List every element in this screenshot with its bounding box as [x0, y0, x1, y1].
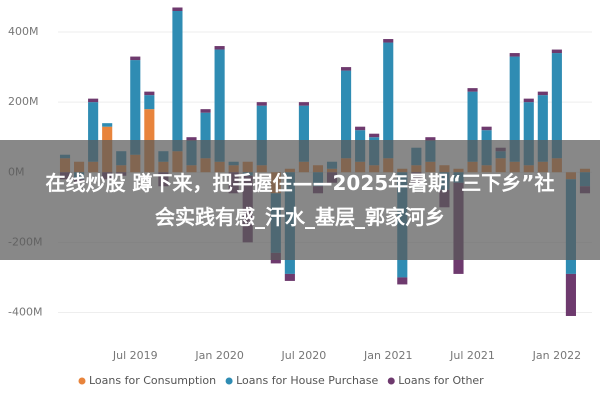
bar-segment: [369, 133, 380, 138]
bar-segment: [256, 105, 267, 166]
bar-segment: [341, 70, 352, 159]
bar-segment: [523, 102, 534, 166]
bar-segment: [467, 91, 478, 162]
bar-segment: [214, 49, 225, 162]
legend-marker: [225, 377, 233, 385]
legend-marker: [387, 377, 395, 385]
bar-segment: [298, 105, 309, 162]
x-tick-label: Jul 2019: [112, 349, 158, 362]
bar-segment: [355, 126, 366, 131]
bar-segment: [186, 137, 197, 141]
bar-segment: [298, 102, 309, 106]
bar-segment: [425, 137, 436, 141]
bar-segment: [144, 95, 155, 110]
bar-segment: [102, 123, 113, 127]
legend-marker: [78, 377, 86, 385]
bar-segment: [537, 95, 548, 162]
banner: 在线炒股 蹲下来，把手握住——2025年暑期“三下乡”社会实践有感_汗水_基层_…: [0, 140, 600, 260]
bar-segment: [284, 273, 295, 281]
bar-segment: [565, 273, 576, 316]
x-tick-label: Jan 2020: [194, 349, 243, 362]
legend-label: Loans for House Purchase: [236, 374, 378, 387]
bar-segment: [537, 91, 548, 96]
bar-segment: [341, 67, 352, 71]
bar-segment: [214, 46, 225, 50]
bar-segment: [467, 88, 478, 92]
x-tick-label: Jan 2022: [532, 349, 581, 362]
x-tick-label: Jul 2021: [449, 349, 495, 362]
bar-segment: [200, 112, 211, 159]
bar-segment: [397, 277, 408, 285]
bar-segment: [130, 60, 141, 155]
bar-segment: [200, 109, 211, 113]
bar-segment: [383, 39, 394, 43]
legend-label: Loans for Consumption: [89, 374, 216, 387]
y-tick-label: -400M: [8, 305, 42, 318]
bar-segment: [551, 49, 562, 54]
bar-segment: [551, 53, 562, 159]
bar-segment: [172, 7, 183, 11]
bar-segment: [130, 56, 141, 61]
bar-segment: [509, 53, 520, 57]
bar-segment: [383, 42, 394, 159]
bar-segment: [88, 98, 99, 103]
y-tick-label: 400M: [8, 25, 39, 38]
bar-segment: [523, 98, 534, 103]
bar-segment: [172, 11, 183, 152]
bar-segment: [509, 56, 520, 162]
bar-segment: [481, 126, 492, 131]
banner-text: 在线炒股 蹲下来，把手握住——2025年暑期“三下乡”社会实践有感_汗水_基层_…: [45, 171, 555, 229]
x-tick-label: Jul 2020: [281, 349, 327, 362]
bar-segment: [88, 102, 99, 162]
y-tick-label: 200M: [8, 95, 39, 108]
bar-segment: [256, 102, 267, 106]
legend-label: Loans for Other: [398, 374, 484, 387]
bar-segment: [144, 91, 155, 96]
x-tick-label: Jan 2021: [363, 349, 412, 362]
